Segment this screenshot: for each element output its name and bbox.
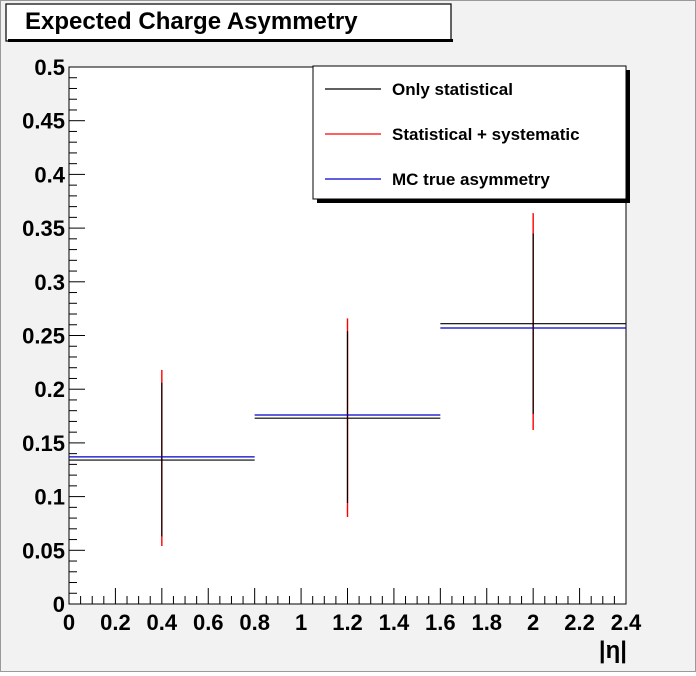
y-tick-label: 0.2 bbox=[34, 377, 65, 402]
x-tick-label: 0.2 bbox=[100, 610, 131, 635]
legend-label: MC true asymmetry bbox=[392, 170, 550, 189]
x-tick-label: 2.4 bbox=[611, 610, 642, 635]
legend-label: Only statistical bbox=[392, 80, 513, 99]
legend-label: Statistical + systematic bbox=[392, 125, 580, 144]
x-tick-label: 1.6 bbox=[425, 610, 456, 635]
axes: 0 0.05 0.1 0.15 0.2 0.25 0.3 0.35 0.4 0.45 0.5 0 0.2… bbox=[22, 55, 642, 635]
y-tick-label: 0.3 bbox=[34, 270, 65, 295]
x-tick-label: 0.4 bbox=[147, 610, 178, 635]
y-tick-label: 0.25 bbox=[22, 324, 65, 349]
y-tick-label: 0.4 bbox=[34, 162, 65, 187]
x-tick-label: 2.2 bbox=[564, 610, 595, 635]
legend: Only statistical Statistical + systematic… bbox=[312, 65, 630, 203]
y-tick-label: 0.15 bbox=[22, 431, 65, 456]
chart-title: Expected Charge Asymmetry bbox=[25, 8, 358, 35]
x-tick-label: 0.6 bbox=[193, 610, 224, 635]
title-box: Expected Charge Asymmetry bbox=[5, 3, 453, 42]
x-axis-label: |η| bbox=[599, 637, 627, 664]
y-tick-label: 0.5 bbox=[34, 55, 65, 80]
data-marks bbox=[69, 213, 626, 547]
x-tick-label: 1 bbox=[295, 610, 307, 635]
y-tick-label: 0.35 bbox=[22, 216, 65, 241]
y-tick-label: 0.1 bbox=[34, 485, 65, 510]
y-tick-label: 0 bbox=[53, 592, 65, 617]
x-tick-label: 0 bbox=[63, 610, 75, 635]
x-tick-label: 0.8 bbox=[239, 610, 270, 635]
x-tick-label: 1.8 bbox=[471, 610, 502, 635]
y-tick-label: 0.05 bbox=[22, 538, 65, 563]
x-tick-label: 2 bbox=[527, 610, 539, 635]
x-tick-label: 1.4 bbox=[379, 610, 410, 635]
x-tick-label: 1.2 bbox=[332, 610, 363, 635]
y-tick-label: 0.45 bbox=[22, 109, 65, 134]
